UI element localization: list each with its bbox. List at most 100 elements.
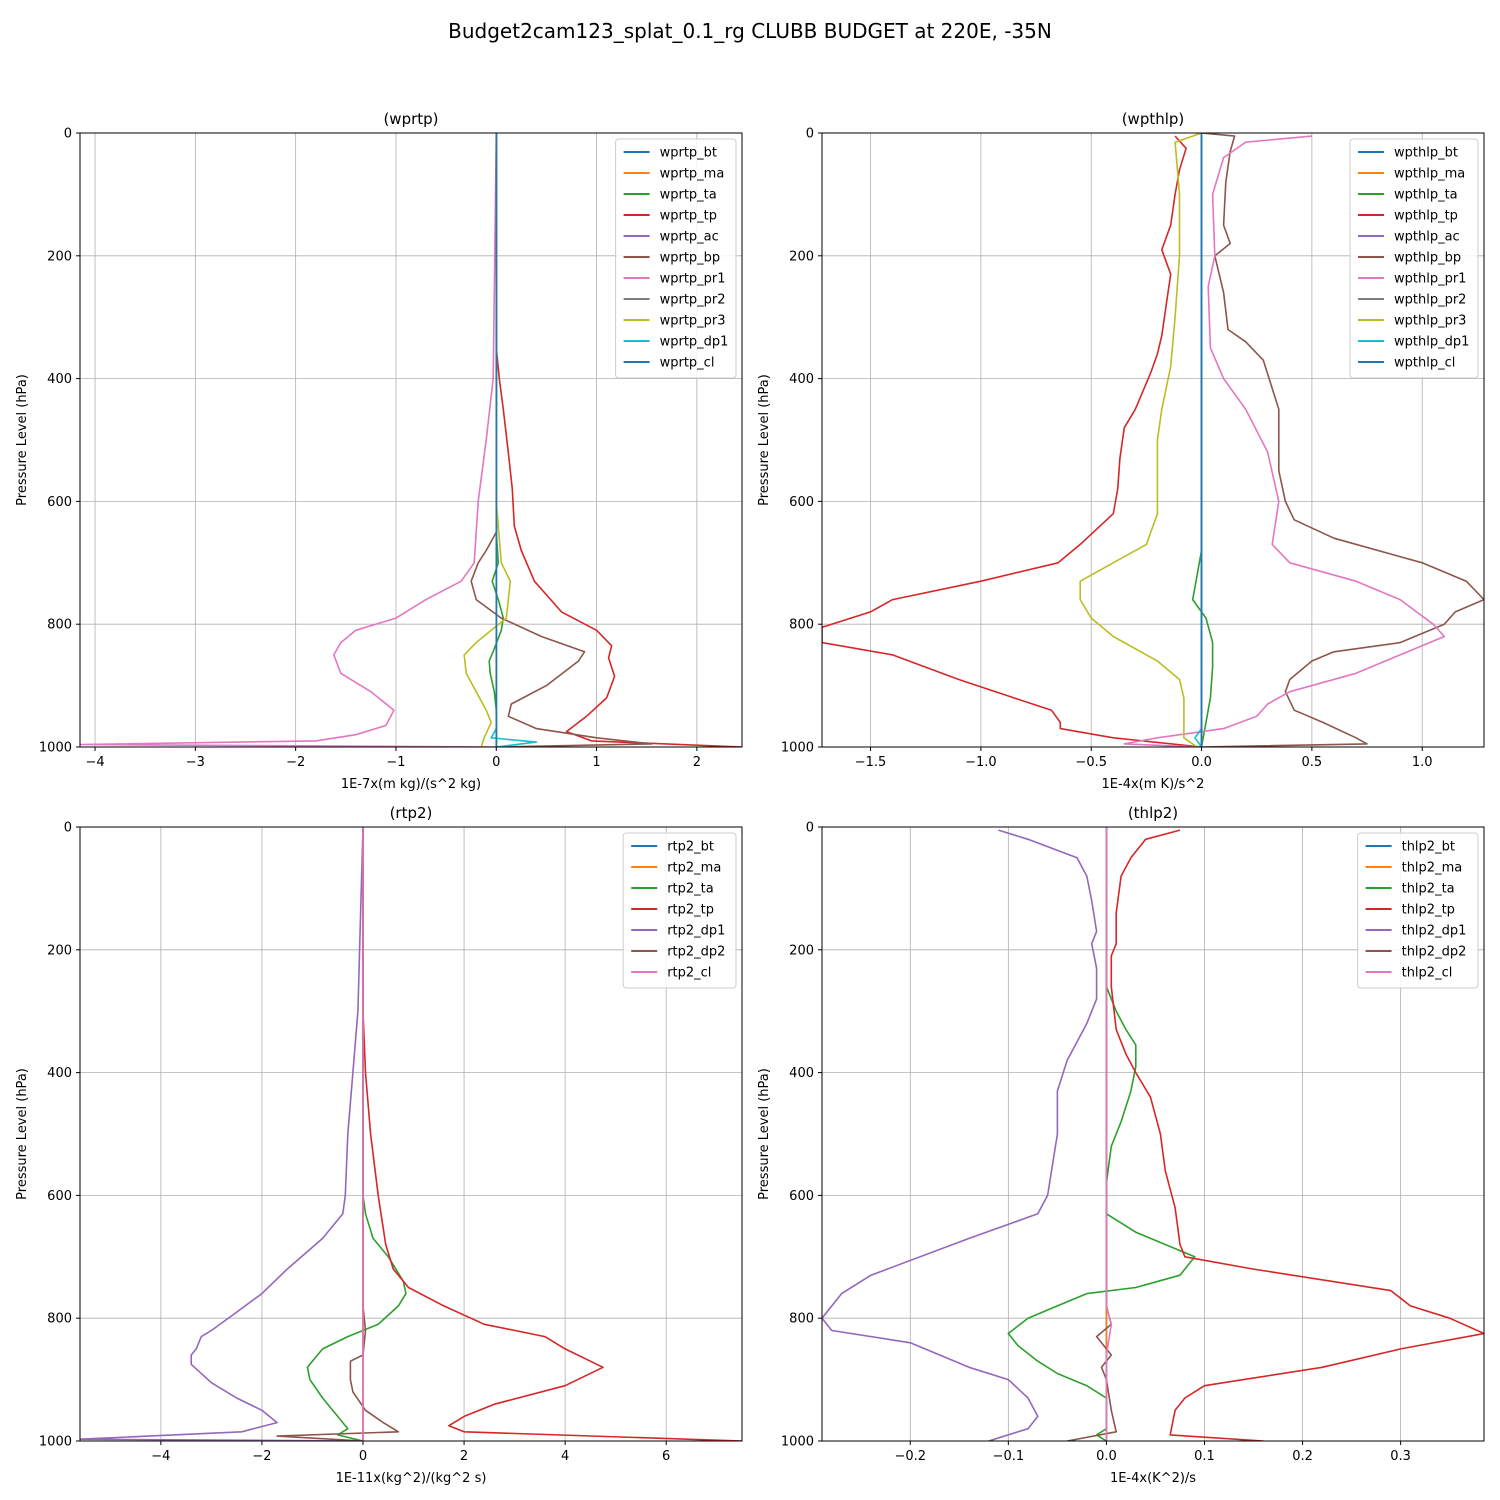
rtp2-xtick-label: −2 (252, 1449, 271, 1464)
wprtp-ytick-label: 200 (47, 249, 72, 264)
thlp2-xtick-label: 0.1 (1194, 1449, 1215, 1464)
legend-label-wpthlp_cl: wpthlp_cl (1394, 356, 1455, 371)
thlp2-panel: −0.2 −0.1 0.0 0.1 0.2 0.3 0 200 400 600 800 1000 (th… (757, 804, 1485, 1486)
rtp2-xtick-label: −4 (151, 1449, 170, 1464)
rtp2-xtick-label: 6 (662, 1449, 670, 1464)
wprtp-xtick-label: −2 (286, 755, 305, 770)
wprtp-legend: wprtp_bt wprtp_ma wprtp_ta wprtp_tp wprtp_ac… (615, 138, 737, 379)
wpthlp-xtick-label: 0.5 (1302, 755, 1323, 770)
legend-label-rtp2_ta: rtp2_ta (667, 882, 714, 897)
rtp2-legend-box (622, 832, 737, 989)
wprtp-series-group (80, 133, 742, 747)
wprtp-ytick-label: 400 (47, 372, 72, 387)
wprtp-xtick-label: 0 (492, 755, 500, 770)
thlp2-ytick-label: 200 (789, 943, 814, 958)
legend-label-thlp2_tp: thlp2_tp (1402, 903, 1455, 918)
wprtp-ytick-label: 600 (47, 495, 72, 510)
wprtp-panel-title: (wprtp) (383, 110, 438, 128)
rtp2-ytick-label: 1000 (39, 1435, 72, 1450)
thlp2-ylabel: Pressure Level (hPa) (757, 1068, 772, 1200)
rtp2-xtick-label: 2 (460, 1449, 468, 1464)
series-line-rtp2_dp1 (80, 827, 364, 1441)
series-line-wpthlp_tp (822, 135, 1202, 747)
series-line-thlp2_tp (1110, 829, 1484, 1441)
rtp2-ytick-label: 0 (64, 821, 72, 836)
legend-label-thlp2_dp1: thlp2_dp1 (1402, 924, 1467, 939)
thlp2-xtick-label: 0.0 (1096, 1449, 1117, 1464)
wpthlp-panel: −1.5 −1.0 −0.5 0.0 0.5 1.0 0 200 400 600 800 1000 (w… (757, 110, 1485, 792)
legend-label-wpthlp_dp1: wpthlp_dp1 (1394, 335, 1469, 350)
wprtp-ylabel: Pressure Level (hPa) (15, 374, 30, 506)
legend-label-thlp2_cl: thlp2_cl (1402, 966, 1453, 981)
rtp2-axes-frame (79, 826, 743, 1442)
wprtp-legend-box (615, 138, 737, 379)
wprtp-xtick-label: −4 (85, 755, 104, 770)
wprtp-ytick-label: 1000 (39, 741, 72, 756)
thlp2-xtick-label: 0.3 (1390, 1449, 1411, 1464)
rtp2-ylabel: Pressure Level (hPa) (15, 1068, 30, 1200)
legend-label-wprtp_pr2: wprtp_pr2 (660, 293, 726, 308)
legend-label-rtp2_cl: rtp2_cl (667, 966, 711, 981)
legend-label-rtp2_ma: rtp2_ma (667, 861, 721, 876)
series-line-wpthlp_ta (1191, 133, 1214, 747)
legend-label-wprtp_ta: wprtp_ta (660, 188, 717, 203)
rtp2-xtick-label: 4 (561, 1449, 569, 1464)
wpthlp-xtick-label: −1.0 (965, 755, 997, 770)
series-line-wprtp_tp (495, 133, 742, 747)
wpthlp-ytick-label: 400 (789, 372, 814, 387)
wprtp-xtick-label: 1 (592, 755, 600, 770)
legend-label-thlp2_dp2: thlp2_dp2 (1402, 945, 1467, 960)
rtp2-panel-title: (rtp2) (390, 804, 433, 822)
thlp2-xlabel: 1E-4x(K^2)/s (1110, 1471, 1196, 1486)
legend-label-wpthlp_tp: wpthlp_tp (1394, 209, 1458, 224)
wprtp-xtick-label: 2 (693, 755, 701, 770)
rtp2-xlabel: 1E-11x(kg^2)/(kg^2 s) (336, 1471, 487, 1486)
legend-label-thlp2_ma: thlp2_ma (1402, 861, 1463, 876)
legend-label-wprtp_pr3: wprtp_pr3 (660, 314, 726, 329)
wpthlp-xlabel: 1E-4x(m K)/s^2 (1102, 777, 1205, 792)
legend-label-wpthlp_pr3: wpthlp_pr3 (1394, 314, 1466, 329)
legend-label-thlp2_bt: thlp2_bt (1402, 840, 1455, 855)
legend-label-wpthlp_bp: wpthlp_bp (1394, 251, 1461, 266)
legend-label-wprtp_pr1: wprtp_pr1 (660, 272, 726, 287)
legend-label-wprtp_ma: wprtp_ma (660, 167, 725, 182)
wpthlp-axes-frame (821, 132, 1485, 748)
rtp2-series-group (80, 827, 742, 1441)
wprtp-ytick-label: 800 (47, 618, 72, 633)
series-line-wpthlp_bp (1201, 133, 1484, 747)
wpthlp-xtick-label: 0.0 (1191, 755, 1212, 770)
thlp2-ytick-label: 1000 (781, 1435, 814, 1450)
wpthlp-series-group (822, 133, 1484, 747)
legend-label-wpthlp_ac: wpthlp_ac (1394, 230, 1460, 245)
thlp2-legend-box (1357, 832, 1479, 989)
thlp2-ytick-label: 800 (789, 1312, 814, 1327)
legend-label-wprtp_bt: wprtp_bt (660, 146, 717, 161)
wpthlp-ylabel: Pressure Level (hPa) (757, 374, 772, 506)
rtp2-panel: −4 −2 0 2 4 6 0 200 400 600 800 1000 (rtp2) 1E-11x(kg… (15, 804, 743, 1486)
series-line-rtp2_dp2 (276, 827, 400, 1441)
wprtp-xlabel: 1E-7x(m kg)/(s^2 kg) (341, 777, 481, 792)
rtp2-ytick-label: 400 (47, 1066, 72, 1081)
legend-label-wprtp_bp: wprtp_bp (660, 251, 721, 266)
thlp2-series-group (822, 827, 1484, 1441)
series-line-thlp2_cl (1105, 827, 1113, 1441)
wpthlp-xtick-label: −1.5 (855, 755, 887, 770)
legend-label-wprtp_cl: wprtp_cl (660, 356, 715, 371)
series-line-wprtp_bp (470, 133, 653, 747)
wprtp-xtick-label: −3 (186, 755, 205, 770)
series-line-wpthlp_pr1 (1123, 135, 1446, 747)
series-line-wpthlp_pr3 (1079, 133, 1202, 747)
legend-label-wpthlp_ta: wpthlp_ta (1394, 188, 1458, 203)
wpthlp-xtick-label: 1.0 (1412, 755, 1433, 770)
thlp2-xtick-label: −0.1 (993, 1449, 1025, 1464)
legend-label-wpthlp_bt: wpthlp_bt (1394, 146, 1458, 161)
wprtp-axes-frame (79, 132, 743, 748)
series-line-wprtp_pr1 (80, 133, 498, 747)
legend-label-wprtp_ac: wprtp_ac (660, 230, 719, 245)
wprtp-xtick-label: −1 (386, 755, 405, 770)
legend-label-rtp2_bt: rtp2_bt (667, 840, 714, 855)
thlp2-xtick-label: 0.2 (1292, 1449, 1313, 1464)
figure-title: Budget2cam123_splat_0.1_rg CLUBB BUDGET … (448, 19, 1052, 43)
thlp2-panel-title: (thlp2) (1128, 804, 1178, 822)
legend-label-rtp2_dp2: rtp2_dp2 (667, 945, 725, 960)
